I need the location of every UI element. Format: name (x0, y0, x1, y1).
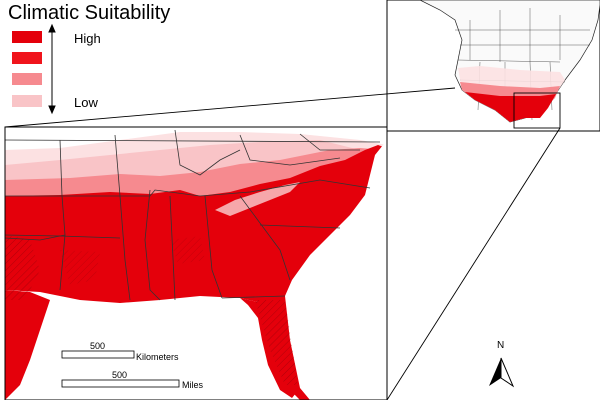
north-label: N (497, 340, 505, 351)
connector-lines (4, 87, 561, 400)
inset-high-region (465, 92, 556, 122)
legend-swatches (12, 31, 42, 107)
main-map-frame (4, 126, 388, 400)
legend-high-label: High (74, 31, 101, 46)
scale-km-value: 500 (90, 341, 106, 351)
legend-low-label: Low (74, 95, 98, 110)
legend-arrow (48, 23, 56, 115)
scale-km-unit: Kilometers (136, 352, 179, 362)
scale-mi-value: 500 (112, 370, 128, 380)
north-arrow-icon (489, 357, 515, 388)
inset-map (386, 0, 600, 132)
scale-bars (61, 350, 180, 388)
main-map (5, 127, 387, 400)
legend-title: Climatic Suitability (8, 2, 171, 24)
scale-mi-unit: Miles (182, 380, 204, 390)
inset-focus-box (513, 92, 561, 129)
state-borders (5, 129, 381, 301)
